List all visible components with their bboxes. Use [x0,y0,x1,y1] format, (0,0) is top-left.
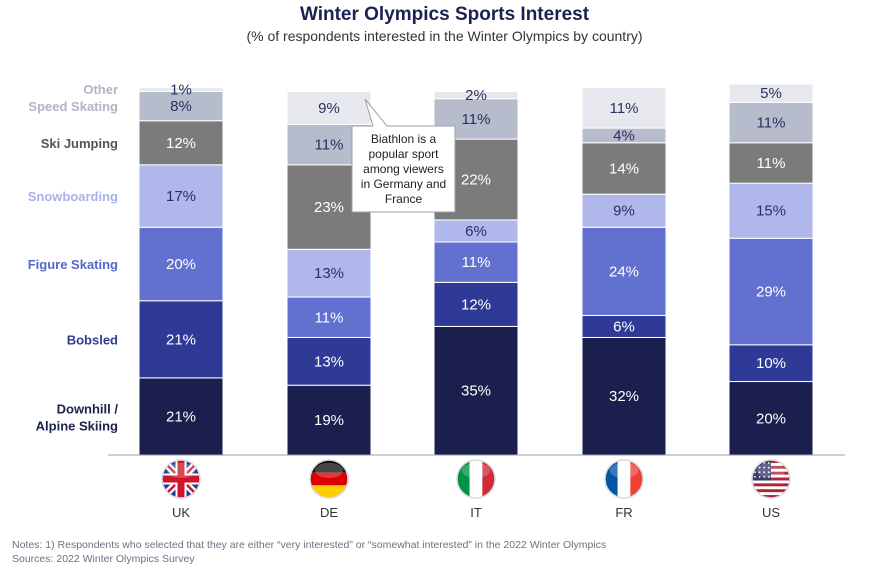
bar-segment-uk-0 [138,377,224,456]
data-label: 20% [756,410,786,427]
annotation-text-line: popular sport [368,147,439,161]
bar-segment-fr-3 [581,193,667,228]
data-label: 9% [613,203,635,220]
data-label: 12% [461,296,491,313]
data-label: 11% [757,115,786,132]
data-label: 19% [314,412,344,429]
chart-title: Winter Olympics Sports Interest [299,4,590,25]
data-label: 23% [314,199,344,216]
data-label: 6% [613,318,635,335]
notes-text: Notes: 1) Respondents who selected that … [12,539,607,551]
data-label: 11% [315,137,344,154]
legend-label-1: Bobsled [67,332,118,347]
bar-segment-uk-2 [138,226,224,302]
bar-segment-de-3 [286,248,372,298]
sources-text: Sources: 2022 Winter Olympics Survey [12,553,195,565]
legend-label-2: Figure Skating [28,257,118,272]
data-label: 9% [318,100,340,117]
data-label: 17% [166,188,196,205]
legend-label-3: Snowboarding [28,189,118,204]
data-label: 13% [314,353,344,370]
data-label: 8% [170,98,192,115]
data-label: 11% [462,254,491,271]
bar-segment-fr-4 [581,142,667,195]
bar-segment-uk-1 [138,300,224,379]
bar-segment-it-1 [433,281,519,327]
data-label: 14% [609,160,639,177]
data-label: 1% [170,82,192,99]
x-tick-label-de: DE [320,505,338,520]
data-label: 11% [610,100,639,117]
bar-segment-it-6 [433,90,519,100]
data-label: 5% [760,85,782,102]
annotation-text-line: France [385,192,423,206]
data-label: 6% [465,223,487,240]
usa-flag-icon [751,459,791,499]
stacked-bar-chart: 21%21%20%17%12%8%1%19%13%11%13%23%11%9%3… [28,82,845,520]
bar-segment-fr-2 [581,226,667,316]
germany-flag-icon [309,459,349,499]
data-label: 20% [166,256,196,273]
data-label: 11% [757,155,786,172]
bar-segment-us-2 [728,237,814,346]
bar-segment-us-5 [728,101,814,144]
data-label: 29% [756,284,786,301]
data-label: 11% [315,309,344,326]
data-label: 35% [461,383,491,400]
data-label: 24% [609,263,639,280]
bar-segment-us-1 [728,344,814,383]
bar-segment-uk-6 [138,87,224,92]
bar-segment-us-3 [728,182,814,239]
data-label: 2% [465,87,487,104]
footnotes: Notes: 1) Respondents who selected that … [12,538,606,566]
legend-label-6: Other [83,82,118,97]
legend-label-5: Speed Skating [28,99,118,114]
x-tick-label-fr: FR [615,505,632,520]
legend-label-0: Downhill / Alpine Skiing [36,401,119,433]
x-tick-label-uk: UK [172,505,190,520]
annotation-text-line: Biathlon is a [371,132,437,146]
data-label: 21% [166,331,196,348]
france-flag-icon [604,459,644,499]
x-tick-label-it: IT [470,505,482,520]
bar-segment-de-6 [286,90,372,125]
bar-stack-fr: 32% 6% 24% 9% 14% 4% 11% [581,87,667,456]
uk-flag-icon [161,459,201,499]
chart-subtitle: (% of respondents interested in the Wint… [246,28,643,44]
data-label: 32% [609,388,639,405]
bar-stack-de: 19% 13% 11% 13% 23% 11% 9% [286,90,372,456]
x-tick-label-us: US [762,505,780,520]
italy-flag-icon [456,459,496,499]
data-label: 22% [461,172,491,189]
bar-segment-de-0 [286,384,372,456]
data-label: 10% [756,355,786,372]
data-label: 11% [462,111,491,128]
data-label: 4% [613,127,635,144]
bar-stack-us: 20% 10% 29% 15% 11% 11% 5% [728,83,814,456]
data-label: 13% [314,265,344,282]
data-label: 15% [756,203,786,220]
bar-segment-fr-6 [581,87,667,129]
annotation-text-line: among viewers [363,162,444,176]
bar-segment-fr-0 [581,336,667,456]
bar-stack-uk: 21% 21% 20% 17% 12% 8%1% [138,82,224,456]
data-label: 12% [166,135,196,152]
bar-segment-us-0 [728,381,814,456]
data-label: 21% [166,408,196,425]
annotation-text-line: in Germany and [361,177,446,191]
legend-label-4: Ski Jumping [41,136,118,151]
bar-segment-us-6 [728,83,814,103]
